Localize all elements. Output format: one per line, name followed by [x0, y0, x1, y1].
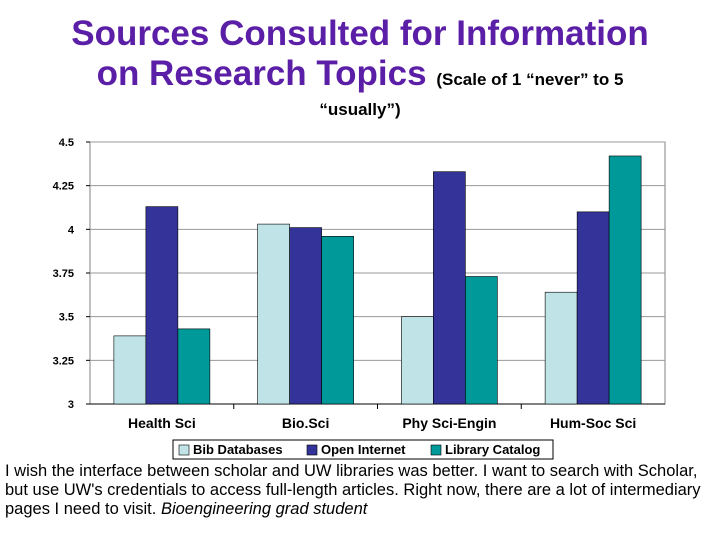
x-tick-label: Phy Sci-Engin — [402, 415, 496, 431]
y-tick-label: 4 — [68, 224, 75, 236]
bar — [177, 328, 211, 405]
legend-label: Bib Databases — [193, 442, 283, 457]
legend-label: Library Catalog — [445, 442, 540, 457]
bar — [544, 291, 578, 405]
bar — [289, 227, 322, 405]
bar — [257, 223, 290, 405]
legend-swatch — [178, 444, 190, 456]
scale-note: (Scale of 1 “never” to 5 — [436, 70, 624, 89]
x-tick-label: Bio.Sci — [282, 415, 329, 431]
title-line-2: on Research Topics (Scale of 1 “never” t… — [0, 54, 720, 100]
bar — [321, 236, 354, 405]
y-tick-label: 4.25 — [53, 181, 74, 193]
y-tick-label: 3 — [68, 399, 74, 411]
bar-chart: 3 3.25 3.5 3.75 4 4.25 4.5 Health Sci Bio.Sci Phy… — [53, 137, 666, 460]
legend-swatch — [306, 444, 318, 456]
scale-note-continued: “usually”) — [319, 100, 401, 119]
chart-title: Sources Consulted for Information on Res… — [0, 14, 720, 100]
bar — [465, 276, 498, 405]
user-quote: I wish the interface between scholar and… — [5, 462, 717, 519]
y-tick-label: 4.5 — [59, 137, 74, 149]
bar — [433, 171, 466, 405]
quote-attribution: Bioengineering grad student — [160, 500, 368, 518]
legend-swatch — [430, 444, 442, 456]
legend-box — [172, 439, 554, 460]
x-tick-label: Health Sci — [128, 415, 196, 431]
bar — [113, 335, 147, 405]
legend-label: Open Internet — [321, 442, 406, 457]
y-tick-label: 3.5 — [59, 312, 74, 324]
bar — [145, 206, 179, 405]
title-line-1: Sources Consulted for Information — [71, 14, 649, 53]
x-tick-label: Hum-Soc Sci — [550, 415, 636, 431]
quote-text: I wish the interface between scholar and… — [5, 462, 701, 518]
bar — [608, 155, 642, 405]
y-tick-label: 3.75 — [53, 268, 74, 280]
bar — [576, 211, 610, 405]
bar — [401, 316, 434, 405]
y-tick-label: 3.25 — [53, 355, 74, 367]
title-line-2-text: on Research Topics — [96, 54, 427, 93]
